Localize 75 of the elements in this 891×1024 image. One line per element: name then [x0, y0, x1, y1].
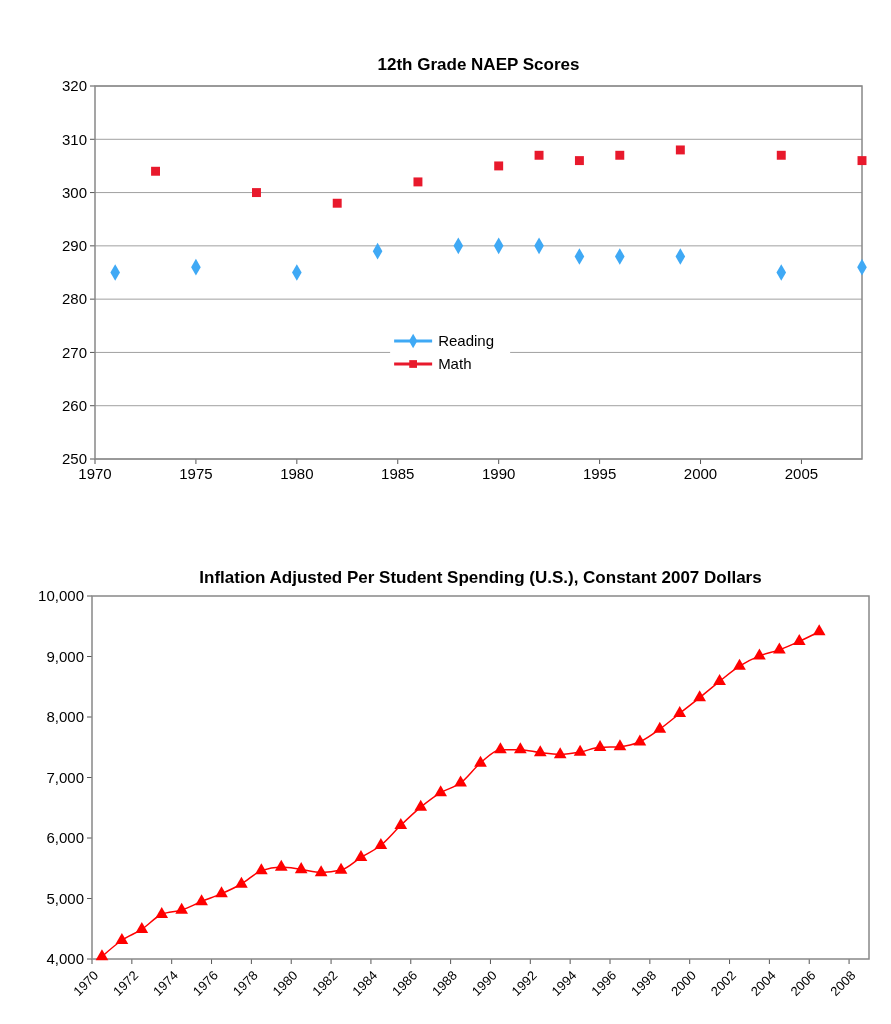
y-tick-label: 320: [61, 77, 87, 95]
point: [413, 177, 423, 187]
point: [334, 862, 348, 874]
point: [215, 886, 228, 898]
chart-title: Inflation Adjusted Per Student Spending (U.S.), Constant 2007 Dollars: [199, 568, 762, 587]
point: [613, 739, 627, 751]
point: [673, 706, 687, 718]
point: [332, 198, 342, 208]
point: [354, 850, 368, 862]
point: [574, 156, 584, 166]
x-tick-label: 1985: [381, 465, 415, 482]
point: [494, 161, 504, 171]
point: [394, 817, 408, 829]
legend-label: Reading: [438, 332, 495, 350]
point: [294, 862, 308, 874]
y-tick-label: 8,000: [46, 708, 84, 726]
point: [314, 865, 328, 877]
y-tick-label: 300: [61, 183, 87, 201]
point: [252, 188, 261, 198]
point: [155, 906, 169, 918]
point: [553, 747, 567, 759]
x-tick-label: 1995: [582, 465, 617, 482]
point: [95, 949, 109, 961]
chart-title: 12th Grade NAEP Scores: [377, 55, 580, 74]
point: [513, 742, 527, 754]
point: [653, 721, 667, 733]
point: [633, 734, 647, 746]
point: [812, 624, 826, 636]
point: [434, 785, 448, 797]
point: [534, 150, 544, 160]
x-tick-label: 2000: [683, 465, 718, 482]
x-tick-label: 1970: [78, 465, 112, 482]
point: [713, 673, 726, 685]
y-tick-label: 270: [61, 343, 87, 361]
point: [135, 922, 149, 934]
point: [533, 745, 547, 757]
y-tick-label: 310: [61, 130, 87, 148]
point: [254, 863, 268, 875]
point: [573, 744, 587, 756]
point: [474, 755, 487, 767]
y-tick-label: 10,000: [38, 587, 84, 605]
legend-label: Math: [438, 355, 472, 373]
y-tick-label: 5,000: [46, 889, 84, 907]
point: [374, 837, 388, 849]
point: [675, 145, 685, 155]
point: [175, 902, 189, 914]
point: [115, 932, 129, 944]
point: [792, 634, 806, 646]
point: [857, 156, 867, 166]
y-tick-label: 250: [61, 450, 87, 468]
y-tick-label: 6,000: [46, 829, 84, 847]
point: [195, 894, 208, 906]
point: [753, 648, 766, 660]
point: [693, 690, 707, 702]
y-tick-label: 280: [61, 290, 87, 308]
point: [274, 859, 288, 871]
x-tick-label: 2005: [784, 465, 819, 482]
point: [414, 799, 428, 811]
point: [593, 739, 607, 751]
point: [151, 166, 161, 176]
y-tick-label: 4,000: [46, 950, 84, 968]
y-tick-label: 260: [61, 396, 87, 414]
point: [733, 658, 746, 670]
point: [235, 876, 248, 888]
y-tick-label: 290: [61, 237, 87, 255]
x-tick-label: 1980: [280, 465, 314, 482]
point: [615, 150, 625, 160]
point: [494, 742, 507, 754]
x-tick-label: 1975: [179, 465, 213, 482]
y-tick-label: 7,000: [46, 768, 84, 786]
x-tick-label: 1990: [482, 465, 516, 482]
point: [772, 642, 786, 654]
y-tick-label: 9,000: [46, 647, 84, 665]
point: [776, 150, 786, 160]
point: [454, 775, 467, 787]
